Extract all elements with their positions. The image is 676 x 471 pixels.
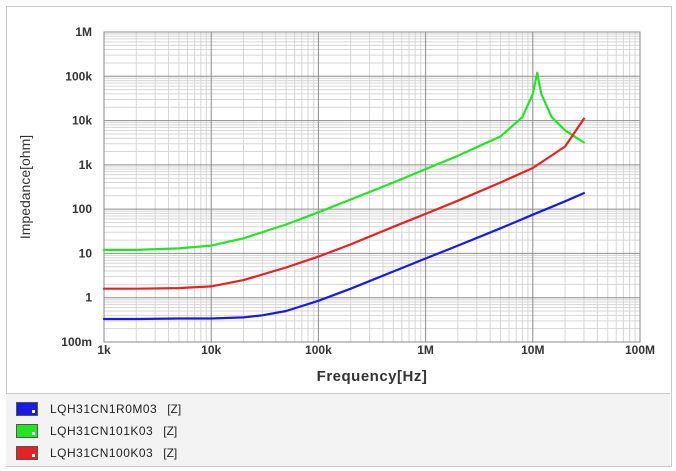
x-tick-label: 100k xyxy=(305,343,332,357)
y-tick-label: 100 xyxy=(72,202,92,216)
series-line-1 xyxy=(102,71,586,251)
x-tick-labels: 1k 10k 100k 1M 10M 100M xyxy=(97,343,655,357)
y-tick-label: 10k xyxy=(72,114,92,128)
legend-label-0: LQH31CN1R0M03 xyxy=(50,402,158,416)
y-tick-label: 10 xyxy=(79,246,93,260)
legend: LQH31CN1R0M03 [Z] LQH31CN101K03 [Z] LQH3… xyxy=(6,393,670,466)
legend-label-1: LQH31CN101K03 xyxy=(50,424,154,438)
legend-item-0: LQH31CN1R0M03 [Z] xyxy=(16,400,181,418)
minor-grid xyxy=(104,32,640,342)
plot-border xyxy=(103,31,641,343)
y-tick-label: 1 xyxy=(85,291,92,305)
legend-label-2: LQH31CN100K03 xyxy=(50,446,154,460)
series-line-0 xyxy=(102,192,586,321)
y-tick-label: 1k xyxy=(79,158,93,172)
x-tick-label: 10k xyxy=(201,343,221,357)
x-tick-label: 10M xyxy=(521,343,544,357)
legend-swatch-1 xyxy=(16,424,38,438)
series-layer xyxy=(102,71,586,321)
y-tick-label: 1M xyxy=(75,25,92,39)
y-axis-label: Impedance[ohm] xyxy=(17,135,33,239)
x-tick-label: 1k xyxy=(97,343,111,357)
legend-item-1: LQH31CN101K03 [Z] xyxy=(16,422,177,440)
legend-swatch-0 xyxy=(16,402,38,416)
x-tick-label: 1M xyxy=(417,343,434,357)
y-tick-label: 100k xyxy=(65,69,92,83)
plot-background xyxy=(104,32,640,342)
x-axis-label: Frequency[Hz] xyxy=(317,368,428,385)
legend-swatch-2 xyxy=(16,446,38,460)
legend-tag-1: [Z] xyxy=(163,424,178,438)
y-tick-labels: 100m 1 10 100 1k 10k 100k 1M xyxy=(61,25,92,349)
y-tick-label: 100m xyxy=(61,335,92,349)
legend-tag-2: [Z] xyxy=(163,446,178,460)
series-line-2 xyxy=(102,117,586,290)
legend-item-2: LQH31CN100K03 [Z] xyxy=(16,444,177,462)
legend-tag-0: [Z] xyxy=(167,402,182,416)
x-tick-label: 100M xyxy=(625,343,655,357)
